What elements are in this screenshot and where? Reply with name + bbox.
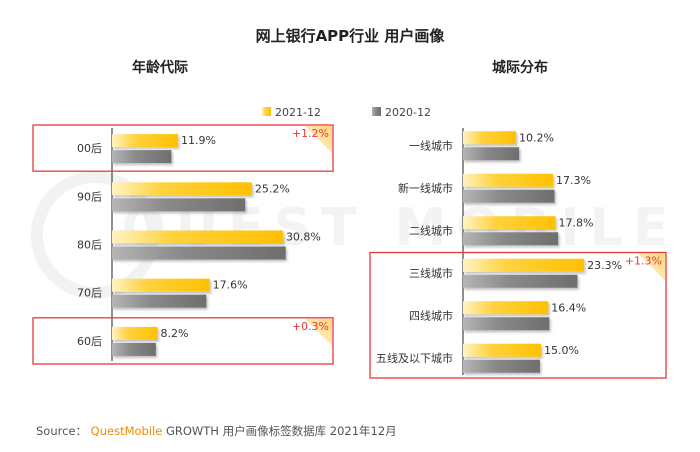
highlight-frame <box>32 317 334 365</box>
bar-2020 <box>112 198 246 212</box>
bar-2021 <box>112 230 283 244</box>
data-label: 15.0% <box>544 344 579 357</box>
data-label: 17.8% <box>559 216 594 229</box>
legend-swatch <box>372 107 381 116</box>
bar-2021 <box>463 216 556 230</box>
data-label: 8.2% <box>161 327 189 340</box>
chart-title: 城际分布 <box>492 59 548 76</box>
delta-label: +0.3% <box>292 320 329 333</box>
data-label: 23.3% <box>587 259 622 272</box>
bar-2020 <box>463 359 540 373</box>
legend-label: 2020-12 <box>385 106 431 119</box>
category-label: 三线城市 <box>409 266 453 280</box>
delta-label: +1.3% <box>625 255 662 268</box>
data-label: 16.4% <box>551 301 586 314</box>
highlight-frame <box>32 124 334 172</box>
category-label: 新一线城市 <box>398 181 453 195</box>
data-label: 30.8% <box>286 231 321 244</box>
category-label: 五线及以下城市 <box>376 351 453 365</box>
legend-swatch <box>262 107 271 116</box>
highlight-corner <box>305 126 332 153</box>
category-label: 60后 <box>77 335 102 348</box>
category-label: 一线城市 <box>409 138 453 152</box>
bar-2021 <box>463 173 553 187</box>
data-label: 17.3% <box>556 174 591 187</box>
bar-2020 <box>112 342 156 356</box>
category-label: 70后 <box>77 287 102 300</box>
bar-2020 <box>463 232 559 246</box>
bar-2021 <box>112 182 252 196</box>
page-title: 网上银行APP行业 用户画像 <box>256 27 446 45</box>
delta-label: +1.2% <box>292 127 329 140</box>
highlight-corner <box>305 318 332 346</box>
bar-2021 <box>112 326 158 340</box>
source-footer: Source： QuestMobile GROWTH 用户画像标签数据库 202… <box>36 424 397 438</box>
bar-2021 <box>463 131 517 145</box>
legend: 2021-12 2020-12 <box>262 106 431 119</box>
data-label: 11.9% <box>181 134 216 147</box>
category-label: 80后 <box>77 239 102 252</box>
bar-2020 <box>463 189 555 203</box>
data-label: 17.6% <box>213 279 248 292</box>
bar-2020 <box>463 147 520 161</box>
bar-2021 <box>112 134 179 148</box>
category-label: 四线城市 <box>409 308 453 322</box>
bar-2020 <box>112 246 286 260</box>
bar-2021 <box>463 301 549 315</box>
source-brand: QuestMobile <box>91 424 163 438</box>
data-label: 25.2% <box>255 182 290 195</box>
bar-2020 <box>112 294 207 308</box>
age-chart: 年龄代际 00后 11.9% 90后 25.2% 80后 30.8% 70后 17.6% 60后 8… <box>32 59 334 365</box>
bar-2021 <box>463 258 585 272</box>
highlight-corner <box>638 253 665 281</box>
source-suffix: GROWTH 用户画像标签数据库 2021年12月 <box>166 424 397 438</box>
bar-2020 <box>463 317 550 331</box>
bar-2021 <box>463 343 541 357</box>
source-prefix: Source： <box>36 424 87 438</box>
chart-title: 年龄代际 <box>132 59 188 76</box>
bar-2020 <box>463 274 578 288</box>
bar-2021 <box>112 278 210 292</box>
category-label: 二线城市 <box>409 223 453 237</box>
category-label: 00后 <box>77 142 102 155</box>
bar-2020 <box>112 150 172 164</box>
category-label: 90后 <box>77 190 102 203</box>
data-label: 10.2% <box>519 131 554 144</box>
highlight-frame <box>369 251 667 379</box>
legend-label: 2021-12 <box>275 106 321 119</box>
